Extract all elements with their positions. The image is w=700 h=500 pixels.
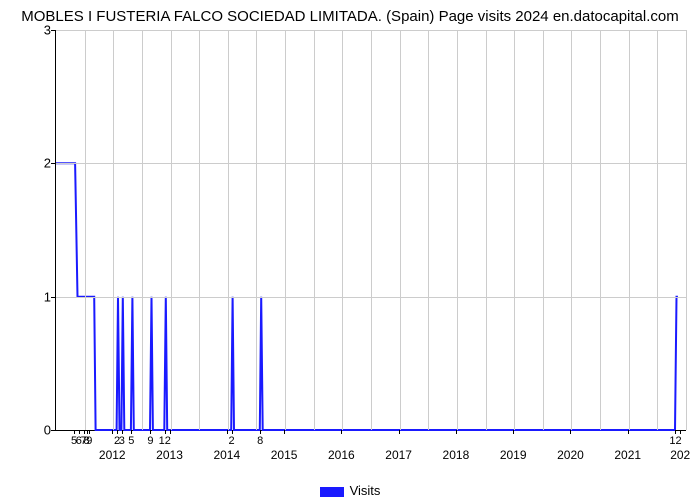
y-tick-label: 1 (35, 289, 51, 304)
x-year-label: 2019 (500, 448, 527, 462)
x-year-label: 2017 (385, 448, 412, 462)
x-minor-label: 8 (257, 435, 263, 447)
x-year-label: 2018 (443, 448, 470, 462)
x-year-label: 202 (670, 448, 690, 462)
y-tick-label: 3 (35, 23, 51, 38)
x-minor-label: 12 (669, 435, 681, 447)
legend: Visits (0, 483, 700, 498)
x-year-label: 2021 (614, 448, 641, 462)
x-minor-label: 5 (128, 435, 134, 447)
x-minor-label: 9 (86, 435, 92, 447)
x-year-label: 2013 (156, 448, 183, 462)
x-year-label: 2012 (99, 448, 126, 462)
chart-title: MOBLES I FUSTERIA FALCO SOCIEDAD LIMITAD… (0, 8, 700, 25)
x-minor-label: 12 (159, 435, 171, 447)
y-tick-label: 0 (35, 423, 51, 438)
chart-container: MOBLES I FUSTERIA FALCO SOCIEDAD LIMITAD… (0, 0, 700, 500)
x-minor-label: 3 (119, 435, 125, 447)
x-year-label: 2014 (213, 448, 240, 462)
plot-area (55, 30, 686, 431)
x-minor-label: 9 (147, 435, 153, 447)
y-tick-label: 2 (35, 156, 51, 171)
x-year-label: 2016 (328, 448, 355, 462)
x-year-label: 2015 (271, 448, 298, 462)
x-year-label: 2020 (557, 448, 584, 462)
x-minor-label: 2 (229, 435, 235, 447)
legend-swatch (320, 487, 344, 497)
legend-label: Visits (350, 483, 381, 498)
